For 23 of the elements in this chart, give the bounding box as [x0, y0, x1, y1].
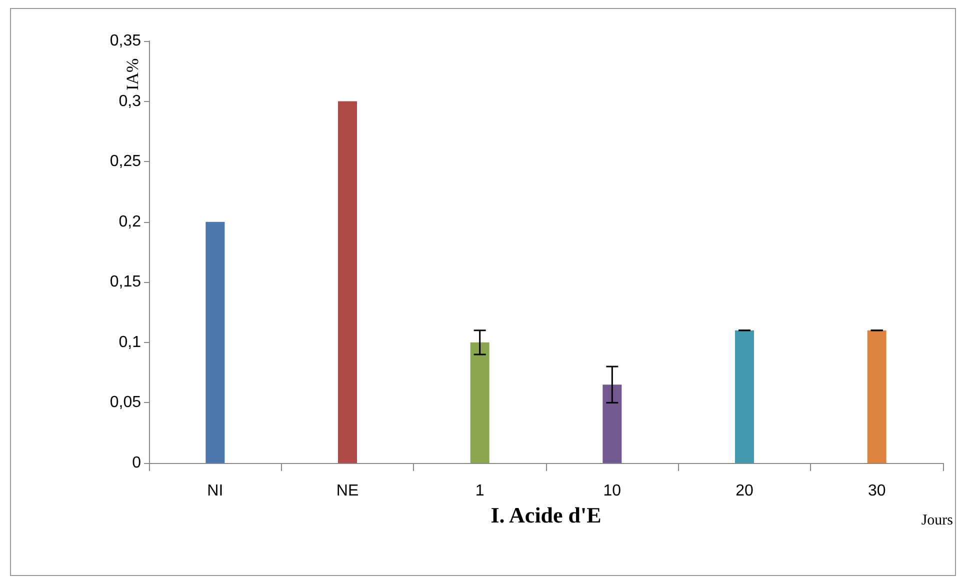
- y-tick-label: 0,35: [110, 32, 142, 50]
- y-axis-title: IA%: [123, 58, 142, 90]
- y-tick-label: 0,3: [118, 92, 142, 110]
- x-tick-label: NE: [336, 482, 359, 500]
- y-tick-label: 0,2: [118, 213, 142, 230]
- x-tick-label: 30: [868, 482, 886, 500]
- bar: [338, 101, 357, 463]
- y-tick-label: 0: [132, 454, 142, 472]
- bar: [735, 330, 754, 463]
- bar: [470, 342, 490, 463]
- bar: [867, 330, 886, 463]
- y-tick-label: 0,15: [110, 274, 142, 291]
- x-axis-title: I. Acide d'E: [490, 502, 602, 528]
- x-tick-label: 10: [603, 482, 622, 500]
- x-tick-label: 1: [475, 482, 484, 500]
- y-tick-label: 0,05: [110, 394, 142, 412]
- x-tick-label: 20: [736, 482, 754, 500]
- bar: [602, 384, 622, 463]
- y-tick-label: 0,25: [110, 153, 142, 170]
- bar: [206, 222, 225, 463]
- y-tick-label: 0,1: [118, 334, 142, 351]
- x-tick-label: NI: [207, 482, 224, 500]
- text: Jours: [921, 512, 954, 528]
